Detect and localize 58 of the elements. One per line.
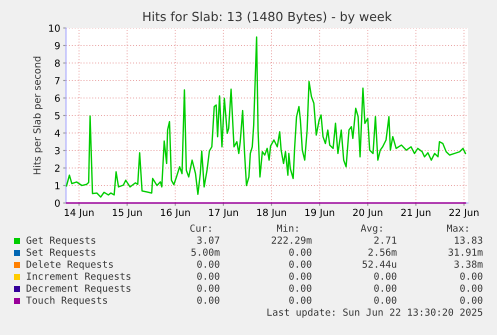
- y-tick-label: 4: [54, 130, 60, 137]
- text: 2.56m: [368, 248, 397, 256]
- text: 0.00: [289, 248, 312, 256]
- y-tick-label: 2: [54, 164, 60, 172]
- text: 0.00: [460, 296, 482, 304]
- text: Cur:: [190, 224, 211, 232]
- text: 0.00: [289, 260, 312, 268]
- y-tick-label: 5: [55, 112, 60, 120]
- text: 0.00: [197, 260, 220, 268]
- x-tick-label: 15 Jun: [112, 208, 142, 218]
- chart-title: Hits for Slab: 13 (1480 Bytes) - by week: [143, 12, 392, 24]
- text: 0.00: [374, 284, 396, 292]
- x-tick-label: 16 Jun: [161, 208, 190, 218]
- text: 5.00m: [191, 248, 220, 256]
- text: 0.00: [460, 272, 482, 280]
- legend-label: Delete Requests: [26, 260, 113, 270]
- text: 0.00: [197, 296, 220, 304]
- line-series: [66, 36, 466, 198]
- x-tick-label: 18 Jun: [257, 208, 286, 218]
- text: 0.00: [374, 296, 396, 304]
- x-tick-label: 17 Jun: [209, 208, 238, 218]
- text: Max:: [446, 224, 468, 232]
- y-tick-label: 7: [55, 77, 60, 84]
- legend-label: Set Requests: [26, 248, 96, 258]
- legend-label: Decrement Requests: [26, 284, 130, 294]
- text: 3.07: [197, 236, 220, 244]
- text: 2.71: [374, 236, 396, 244]
- legend-label: Touch Requests: [26, 296, 107, 306]
- x-tick-label: 20 Jun: [353, 208, 382, 218]
- y-tick-label: 9: [54, 42, 60, 50]
- x-tick-label: 19 Jun: [305, 208, 334, 218]
- y-tick-label: 1: [55, 182, 60, 190]
- legend-label: Get Requests: [26, 236, 96, 246]
- text: 222.29m: [272, 236, 312, 244]
- text: 0.00: [197, 284, 220, 292]
- y-tick-label: 8: [54, 59, 60, 67]
- text: 0.00: [289, 284, 312, 292]
- text: 52.44u: [362, 260, 396, 268]
- text: Avg:: [360, 224, 382, 234]
- text: Last update: Sun Jun 22 13:30:20 2025: [267, 308, 482, 318]
- y-axis-title: Hits per Slab per second: [33, 56, 43, 174]
- x-tick-label: 21 Jun: [401, 208, 430, 218]
- x-tick-label: 14 Jun: [64, 208, 94, 218]
- text: 0.00: [460, 284, 482, 292]
- legend-label: Increment Requests: [26, 272, 130, 282]
- y-tick-label: 3: [55, 146, 60, 154]
- text: 0.00: [197, 272, 220, 280]
- text: Min:: [276, 224, 298, 232]
- text: 31.91m: [448, 248, 483, 256]
- text: 0.00: [374, 272, 396, 280]
- y-tick-label: 10: [49, 24, 60, 32]
- text: 0.00: [289, 296, 312, 304]
- x-tick-label: 22 Jun: [449, 208, 478, 218]
- y-tick-label: 6: [54, 94, 60, 102]
- text: 0.00: [289, 272, 312, 280]
- y-tick-label: 0: [54, 199, 60, 207]
- text: 3.38m: [454, 260, 483, 268]
- text: 13.83: [454, 236, 482, 244]
